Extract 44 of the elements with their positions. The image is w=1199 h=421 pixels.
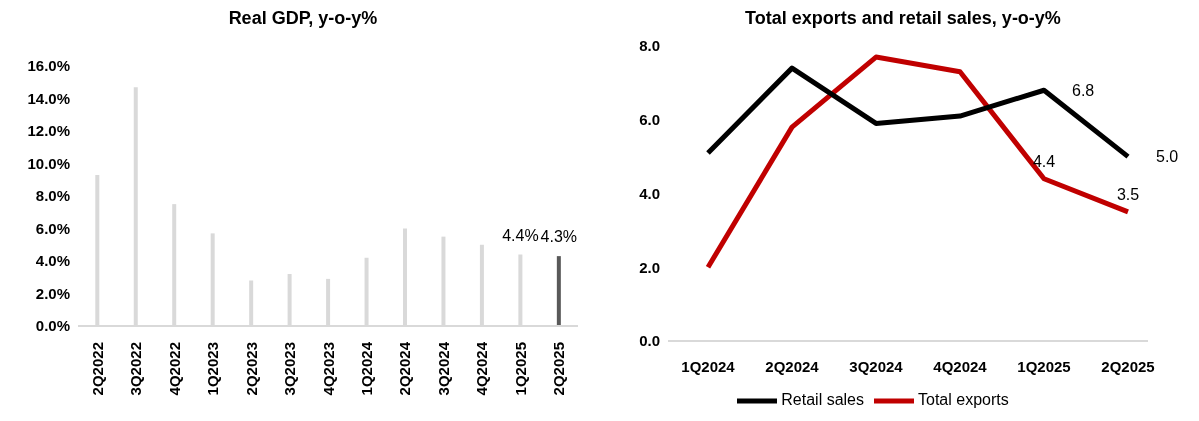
bar — [556, 256, 561, 326]
y-tick-label: 0.0% — [35, 317, 70, 335]
legend-label: Retail sales — [781, 391, 864, 409]
y-tick-label: 2.0% — [35, 284, 70, 302]
data-label: 4.3% — [540, 228, 578, 246]
x-tick-label: 1Q2025 — [1017, 357, 1071, 375]
y-tick-label: 8.0 — [639, 37, 660, 55]
y-tick-label: 6.0% — [35, 219, 70, 237]
x-tick-label: 2Q2025 — [550, 342, 568, 396]
x-tick-label: 3Q2024 — [849, 357, 904, 375]
x-tick-label: 1Q2023 — [204, 342, 222, 396]
data-label: 4.4% — [502, 226, 539, 244]
chart-title: Real GDP, y-o-y% — [227, 8, 379, 30]
data-label: 5.0 — [1156, 148, 1179, 166]
y-tick-label: 16.0% — [27, 57, 70, 75]
y-tick-label: 12.0% — [27, 122, 70, 140]
x-tick-label: 3Q2022 — [127, 342, 145, 396]
x-tick-label: 4Q2023 — [319, 342, 337, 396]
x-tick-label: 1Q2024 — [681, 357, 736, 375]
x-tick-label: 4Q2024 — [473, 341, 491, 396]
x-tick-label: 4Q2024 — [933, 357, 988, 375]
x-tick-label: 3Q2023 — [281, 342, 299, 396]
data-label: 4.4 — [1032, 152, 1056, 170]
y-tick-label: 2.0 — [639, 258, 660, 276]
x-tick-label: 1Q2025 — [511, 342, 529, 396]
y-tick-label: 0.0 — [639, 332, 660, 350]
y-tick-label: 8.0% — [35, 187, 70, 205]
y-tick-label: 4.0% — [35, 252, 70, 270]
x-tick-label: 2Q2024 — [396, 341, 414, 396]
data-label: 6.8 — [1072, 81, 1095, 99]
y-tick-label: 10.0% — [27, 154, 70, 172]
x-tick-label: 4Q2022 — [165, 342, 183, 396]
y-tick-label: 6.0 — [639, 111, 660, 129]
y-tick-label: 4.0 — [639, 184, 660, 202]
legend-label: Total exports — [917, 391, 1009, 409]
y-tick-label: 14.0% — [27, 89, 70, 107]
x-tick-label: 2Q2025 — [1101, 357, 1155, 375]
x-tick-label: 1Q2024 — [357, 341, 375, 396]
chart-title: Total exports and retail sales, y-o-y% — [744, 8, 1062, 30]
data-label: 3.5 — [1116, 185, 1140, 203]
x-tick-label: 3Q2024 — [434, 341, 452, 396]
x-tick-label: 2Q2024 — [765, 357, 820, 375]
x-tick-label: 2Q2023 — [242, 342, 260, 396]
x-tick-label: 2Q2022 — [88, 342, 106, 396]
